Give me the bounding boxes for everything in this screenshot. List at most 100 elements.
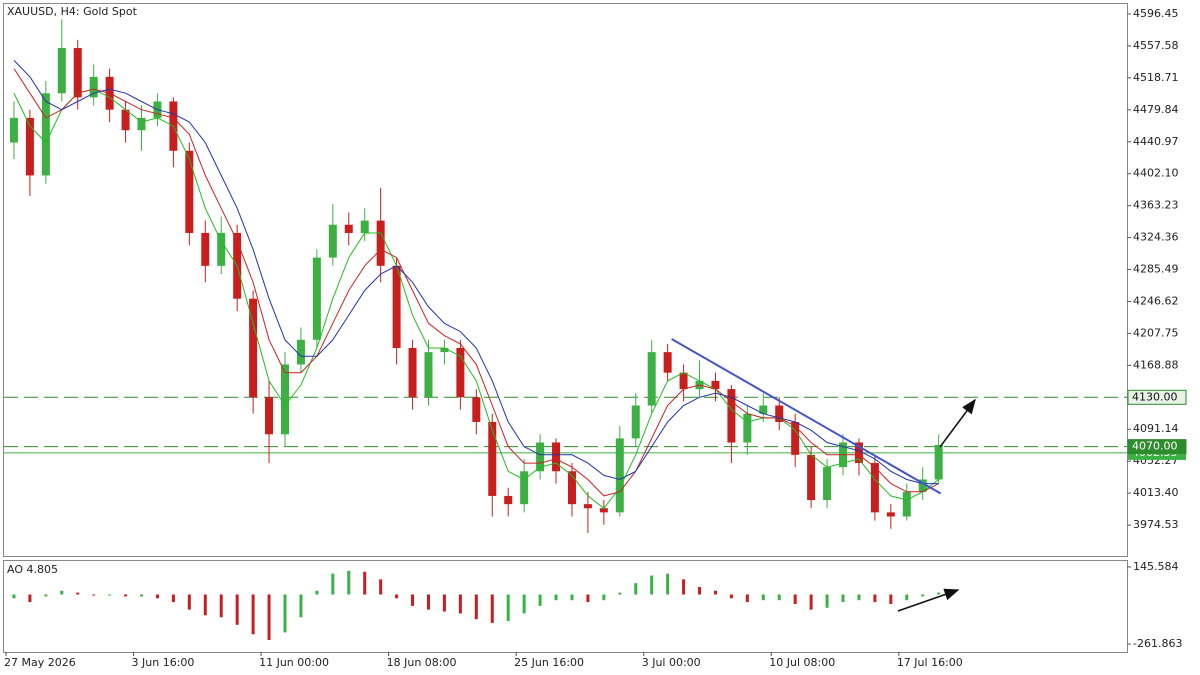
x-tick-label: 27 May 2026 (4, 656, 76, 669)
candle-body (265, 397, 274, 435)
candle-body (25, 117, 34, 176)
candle-body (9, 117, 18, 143)
ao-bar (267, 594, 271, 640)
candle-body (870, 463, 879, 513)
ma-line (13, 88, 940, 510)
main-frame (3, 3, 1128, 557)
ao-bar (554, 594, 558, 601)
ao-bar (251, 594, 255, 635)
ao-bar (777, 594, 781, 601)
candle-body (57, 48, 66, 94)
ao-bar (60, 590, 64, 595)
ao-bar (698, 586, 702, 595)
trend-line (671, 338, 942, 495)
candle-body (424, 352, 433, 398)
ao-bar (586, 594, 590, 603)
ao-bar (937, 592, 941, 595)
candle-body (376, 220, 385, 266)
candle-body (249, 298, 258, 398)
candle-body (504, 495, 513, 505)
ao-bar (618, 592, 622, 595)
arrow (897, 588, 960, 612)
ao-bar (92, 594, 96, 596)
candle-body (663, 352, 672, 373)
candle-body (743, 413, 752, 443)
y-tick-label: 4324.36 (1133, 231, 1179, 244)
candle-body (488, 421, 497, 496)
candle-body (296, 339, 305, 365)
ao-bar (650, 575, 654, 595)
candle-body (201, 232, 210, 266)
candle-body (41, 93, 50, 176)
ao-bar (411, 594, 415, 606)
candle-body (902, 491, 911, 517)
ao-bar (570, 594, 574, 601)
ao-bar (363, 571, 367, 595)
candle-body (328, 224, 337, 258)
ao-bar (522, 594, 526, 614)
ao-label: AO 4.805 (7, 563, 58, 576)
y-tick-label: 4013.40 (1133, 486, 1179, 499)
main-pane (4, 19, 1127, 533)
candle-body (344, 224, 353, 233)
ao-bar (713, 590, 717, 595)
ao-bar (235, 594, 239, 625)
arrow (939, 398, 976, 448)
y-tick-label: 3974.53 (1133, 518, 1179, 531)
candle-body (775, 405, 784, 422)
candle-body (472, 397, 481, 422)
ao-bar (889, 594, 893, 604)
ao-bar (155, 594, 159, 599)
ao-bar (825, 594, 829, 608)
candle-body (536, 442, 545, 472)
candle-body (137, 117, 146, 131)
ao-bar (761, 594, 765, 601)
ao-tick-label: -261.863 (1133, 637, 1182, 650)
candle-body (408, 348, 417, 398)
ao-bar (108, 594, 112, 596)
candle-body (631, 405, 640, 439)
ao-bar (28, 594, 32, 603)
candle-body (854, 442, 863, 464)
ao-bar (474, 594, 478, 620)
ao-bar (921, 594, 925, 597)
candle-body (679, 372, 688, 390)
ao-bar (857, 594, 861, 601)
candle-body (392, 265, 401, 349)
candle-body (886, 512, 895, 517)
x-tick-label: 17 Jul 16:00 (897, 656, 963, 669)
candle-body (73, 48, 82, 98)
candle-body (807, 454, 816, 501)
ao-bar (283, 594, 287, 633)
ao-bar (873, 594, 877, 603)
y-tick-label: 4518.71 (1133, 71, 1179, 84)
candle-body (121, 109, 130, 131)
ao-bar (299, 594, 303, 618)
candle-body (312, 257, 321, 340)
ao-bar (315, 590, 319, 595)
candle-body (567, 471, 576, 505)
ao-bar (171, 594, 175, 603)
candle-body (360, 220, 369, 233)
y-tick-label: 4207.75 (1133, 326, 1179, 339)
ao-bar (729, 594, 733, 599)
ao-bar (331, 573, 335, 595)
ao-bar (538, 594, 542, 606)
ao-bar (793, 594, 797, 604)
ao-bar (666, 573, 670, 595)
ao-bar (458, 594, 462, 614)
candle-body (217, 232, 226, 266)
candle-body (918, 479, 927, 492)
ao-bar (841, 594, 845, 603)
ao-pane (12, 570, 941, 640)
level-tag-label: 4070.00 (1132, 440, 1178, 453)
ao-bar (682, 579, 686, 595)
ao-bar (395, 594, 399, 599)
x-tick-label: 3 Jul 00:00 (642, 656, 701, 669)
candle-body (583, 504, 592, 509)
ao-bar (379, 579, 383, 595)
ma-line (13, 60, 939, 485)
y-tick-label: 4363.23 (1133, 199, 1179, 212)
ao-bar (426, 594, 430, 610)
